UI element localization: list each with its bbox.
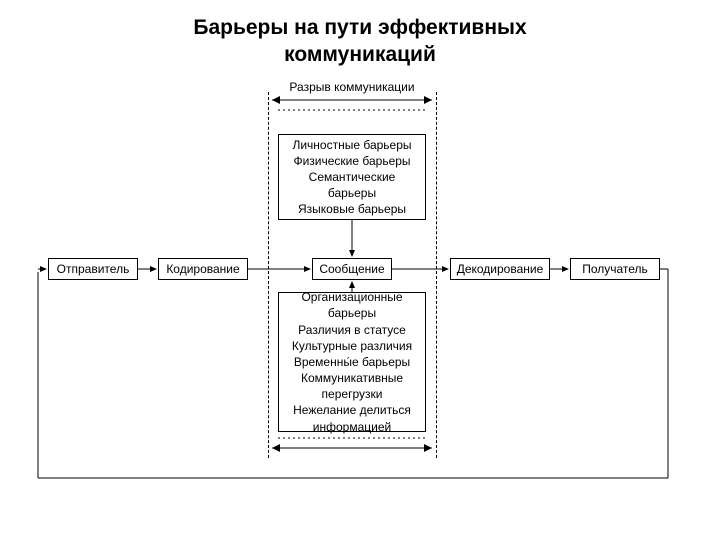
node-receiver: Получатель	[570, 258, 660, 280]
upper-barriers-box: Личностные барьеры Физические барьеры Се…	[278, 134, 426, 220]
lower-barriers-box: Организационные барьеры Различия в стату…	[278, 292, 426, 432]
lower-barrier-line: барьеры	[328, 305, 376, 321]
lower-barrier-line: Нежелание делиться	[293, 402, 411, 418]
node-decoding: Декодирование	[450, 258, 550, 280]
lower-barrier-line: Различия в статусе	[298, 322, 406, 338]
page-title: Барьеры на пути эффективных коммуникаций	[0, 0, 720, 69]
node-message: Сообщение	[312, 258, 392, 280]
upper-barrier-line: Личностные барьеры	[292, 137, 411, 153]
lower-barrier-line: Организационные	[301, 289, 402, 305]
lower-barrier-line: Культурные различия	[292, 338, 412, 354]
upper-barrier-line: Физические барьеры	[293, 153, 410, 169]
gap-dashed-right	[436, 92, 437, 458]
node-encoding: Кодирование	[158, 258, 248, 280]
lower-barrier-line: Временны́е барьеры	[294, 354, 410, 370]
gap-dashed-left	[268, 92, 269, 458]
lower-barrier-line: Коммуникативные	[301, 370, 403, 386]
gap-label: Разрыв коммуникации	[278, 80, 426, 94]
title-line-1: Барьеры на пути эффективных	[193, 16, 526, 39]
upper-barrier-line: Языковые барьеры	[298, 201, 406, 217]
title-line-2: коммуникаций	[284, 43, 436, 66]
node-sender: Отправитель	[48, 258, 138, 280]
lower-barrier-line: информацией	[313, 419, 391, 435]
upper-barrier-line: барьеры	[328, 185, 376, 201]
lower-barrier-line: перегрузки	[322, 386, 383, 402]
diagram: Разрыв коммуникации Личностные барьеры Ф…	[0, 80, 720, 510]
upper-barrier-line: Семантические	[309, 169, 396, 185]
